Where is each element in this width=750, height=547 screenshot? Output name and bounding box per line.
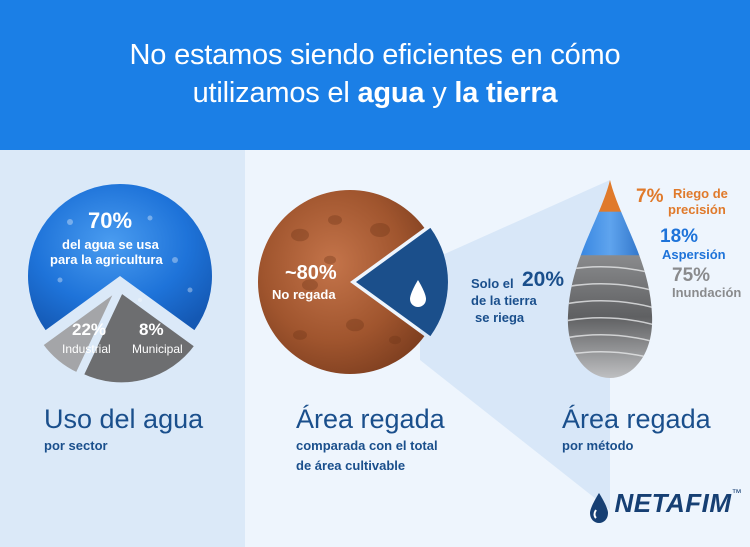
soil-texture-clod	[328, 215, 342, 225]
header-banner: No estamos siendo eficientes en cómo uti…	[0, 0, 750, 150]
water-texture-droplet	[67, 219, 73, 225]
callout-pre: Solo el	[471, 276, 514, 291]
municipal-label: Municipal	[132, 342, 183, 356]
water-use-caption: Uso del agua	[44, 404, 204, 434]
precision-percent-label: 7%	[636, 186, 664, 207]
soil-texture-clod	[302, 279, 318, 291]
soil-texture-clod	[389, 335, 401, 345]
title-and: y	[424, 77, 455, 109]
terrace-line	[567, 334, 653, 343]
sprinkler-percent-label: 18%	[660, 226, 699, 247]
water-texture-droplet	[138, 298, 142, 302]
title-bold-agua: agua	[357, 77, 425, 109]
municipal-percent-label: 8%	[139, 320, 164, 339]
charts-canvas	[28, 180, 653, 510]
agri-percent-label: 70%	[88, 208, 133, 233]
logo-drop-icon	[590, 492, 608, 523]
logo-tm: ™	[731, 488, 742, 499]
precision-label-line1: Riego de	[673, 186, 728, 201]
water-drop-icon	[410, 280, 426, 307]
irrigated-slice	[356, 227, 448, 337]
industrial-percent-label: 22%	[72, 320, 107, 339]
soil-texture-clod	[291, 228, 309, 242]
title-bold-tierra: la tierra	[454, 77, 558, 109]
method-caption: Área regada	[562, 404, 711, 434]
soil-texture-clod	[346, 318, 364, 332]
water-use-pie	[28, 183, 213, 386]
terrace-line	[567, 317, 653, 326]
soil-texture-clod	[293, 330, 307, 340]
callout-cone	[420, 180, 610, 510]
page-title: No estamos siendo eficientes en cómo uti…	[40, 36, 710, 112]
not-irrigated-slice	[257, 190, 425, 374]
municipal-slice	[39, 289, 118, 376]
flood-label: Inundación	[672, 285, 742, 300]
sprinkler-label: Aspersión	[662, 247, 726, 262]
water-use-subcaption: por sector	[44, 438, 108, 453]
water-texture-droplet	[172, 257, 178, 263]
not-irrigated-percent-label: ~80%	[285, 262, 337, 284]
agri-text-line2: para la agricultura	[50, 252, 163, 267]
irrigated-area-caption: Área regada	[296, 404, 445, 434]
precision-label-line2: precisión	[668, 202, 726, 217]
irrigated-area-subcaption-1: comparada con el total	[296, 438, 438, 453]
soil-texture-clod	[324, 255, 336, 265]
title-line2-start: utilizamos el	[192, 77, 358, 109]
industrial-slice	[80, 289, 198, 386]
callout-line2: de la tierra	[471, 293, 537, 308]
irrigated-area-subcaption-2: de área cultivable	[296, 458, 406, 473]
flood-percent-label: 75%	[672, 265, 711, 286]
title-line1: No estamos siendo eficientes en cómo	[129, 39, 621, 71]
industrial-label: Industrial	[62, 342, 111, 356]
callout-percent: 20%	[522, 268, 565, 291]
agri-text-line1: del agua se usa	[62, 237, 159, 252]
water-texture-droplet	[98, 243, 102, 247]
water-texture-droplet	[147, 215, 153, 221]
netafim-logo: NETAFIM™	[588, 488, 742, 524]
irrigated-area-pie	[257, 190, 448, 374]
water-texture-droplet	[57, 277, 63, 283]
callout-line3: se riega	[475, 310, 525, 325]
not-irrigated-label: No regada	[272, 287, 336, 302]
flood-band	[567, 255, 653, 378]
water-texture-droplet	[187, 287, 193, 293]
soil-texture-clod	[370, 223, 390, 237]
terrace-line	[567, 300, 653, 309]
method-subcaption: por método	[562, 438, 634, 453]
agriculture-slice	[28, 183, 213, 331]
logo-text: NETAFIM	[614, 488, 732, 518]
terrace-line	[567, 283, 653, 292]
